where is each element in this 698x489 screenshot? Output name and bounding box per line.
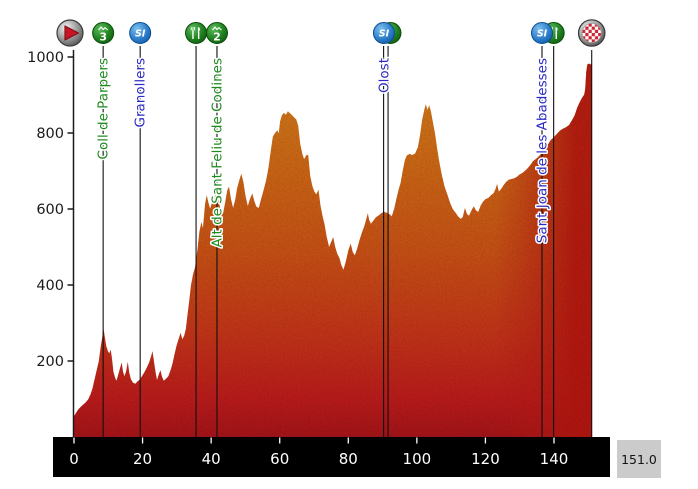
feed-zone-icon [185,22,208,44]
axes: 200 400 600 800 1000 0 20 40 60 80 100 120 140 [27,50,610,477]
intermediate-sprint-icon: SI [129,22,152,44]
x-tick-label: 80 [339,450,358,468]
marker-label-sprint: Granollers [133,58,149,128]
icon-badge-text: SI [379,29,390,40]
total-distance-box: 151.0 [617,440,661,478]
marker-label-climb-cat-2: Alt de Sant Feliu de Codines [209,58,225,247]
start-icon [56,19,84,47]
marker-lines [102,46,593,437]
marker-labels: Coll de Parpers Granollers Alt de Sant Fel… [94,57,552,249]
marker-label-sprint: Olost [376,58,392,93]
icon-badge-text: 2 [213,31,221,44]
marker-icons: 3 2 SI SI SI [56,19,606,47]
total-distance-value: 151.0 [621,451,657,467]
x-axis-band [53,437,610,477]
y-tick-label: 800 [36,126,64,142]
marker-label-climb-cat-3: Coll de Parpers [96,58,112,159]
finish-checker [582,23,602,43]
finish-icon [577,19,606,47]
x-tick-label: 100 [403,450,432,468]
intermediate-sprint-icon: SI [531,22,554,44]
x-tick-label: 40 [202,450,221,468]
intermediate-sprint-icon: SI [372,22,402,44]
icon-badge-text: 3 [99,31,107,44]
fork-glyph [190,27,196,31]
y-tick-label: 1000 [27,50,64,66]
x-tick-label: 120 [471,450,500,468]
y-tick-label: 600 [36,202,64,218]
category-2-climb-icon: 2 [205,22,228,44]
x-tick-label: 20 [133,450,152,468]
elevation-area [74,62,592,437]
icon-badge-text: SI [537,29,548,40]
mountain-glyph [98,26,109,31]
knife-glyph [197,27,200,32]
icon-badge-text: SI [135,29,146,40]
play-triangle [64,25,80,41]
y-tick-label: 200 [36,354,64,370]
mountain-glyph [212,26,222,31]
x-tick-label: 60 [270,450,289,468]
category-3-climb-icon: 3 [92,22,115,44]
x-tick-label: 0 [69,450,79,468]
knife-glyph [555,27,558,32]
y-tick-label: 400 [36,278,64,294]
x-tick-label: 140 [540,450,569,468]
marker-label-sprint: Sant Joan de les Abadesses [535,58,551,243]
elevation-texture [74,62,592,437]
